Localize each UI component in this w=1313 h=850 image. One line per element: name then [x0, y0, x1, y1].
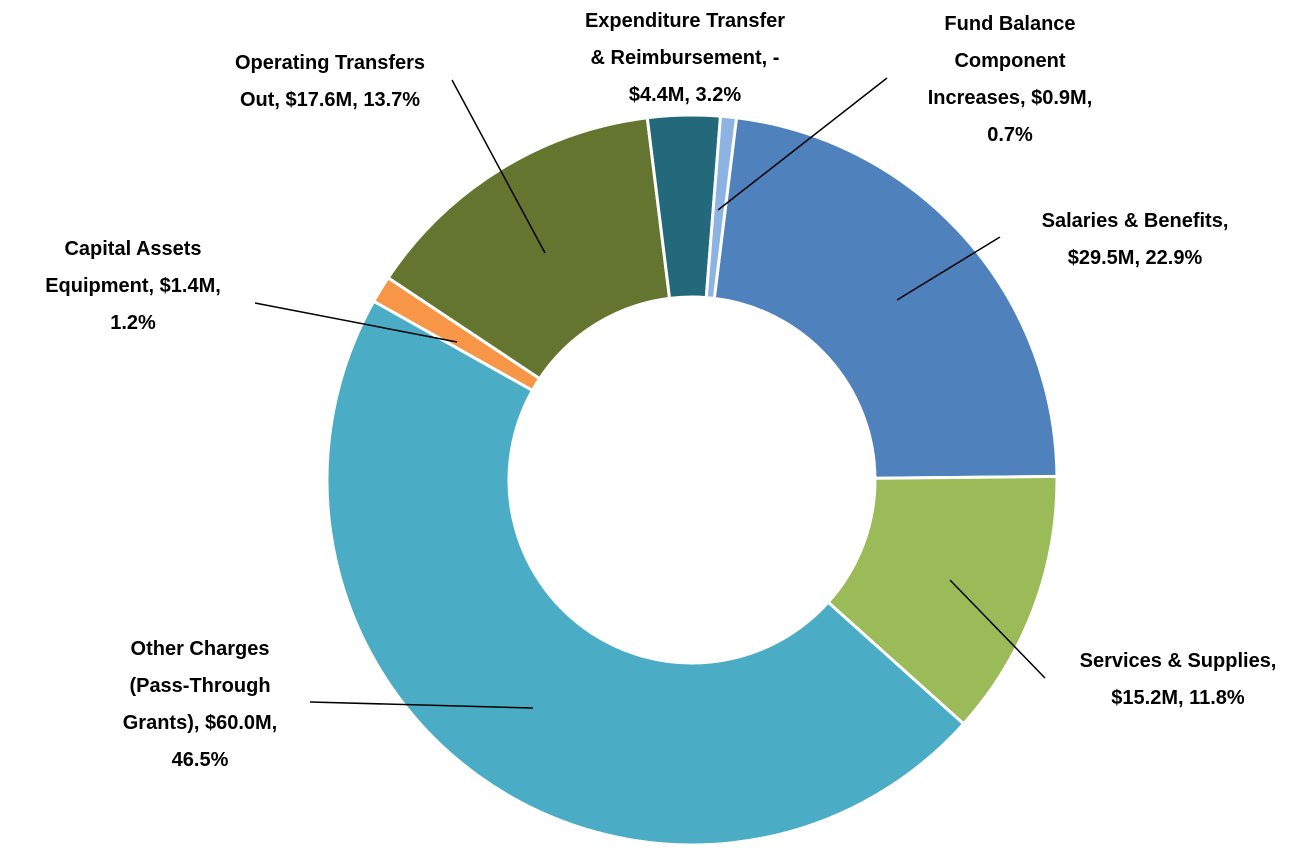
data-label: Salaries & Benefits, $29.5M, 22.9% [1042, 210, 1229, 269]
data-label: Capital Assets Equipment, $1.4M, 1.2% [45, 238, 221, 334]
donut-slice [325, 299, 966, 847]
data-label: Expenditure Transfer & Reimbursement, -$4… [585, 10, 785, 106]
leader-line [717, 77, 888, 211]
donut-slice [712, 116, 1059, 480]
leader-line [896, 236, 1001, 301]
leader-line [451, 79, 546, 254]
data-label: Operating Transfers Out, $17.6M, 13.7% [235, 52, 425, 111]
leader-line [949, 579, 1046, 679]
leader-line [309, 701, 534, 709]
data-label: Other Charges (Pass-Through Grants), $60.0… [123, 638, 278, 771]
donut-slice [386, 116, 672, 381]
data-label: Fund Balance Component Increases, $0.9M, 0.… [928, 13, 1093, 146]
leader-line [254, 302, 458, 343]
data-label: Services & Supplies, $15.2M, 11.8% [1080, 650, 1277, 709]
